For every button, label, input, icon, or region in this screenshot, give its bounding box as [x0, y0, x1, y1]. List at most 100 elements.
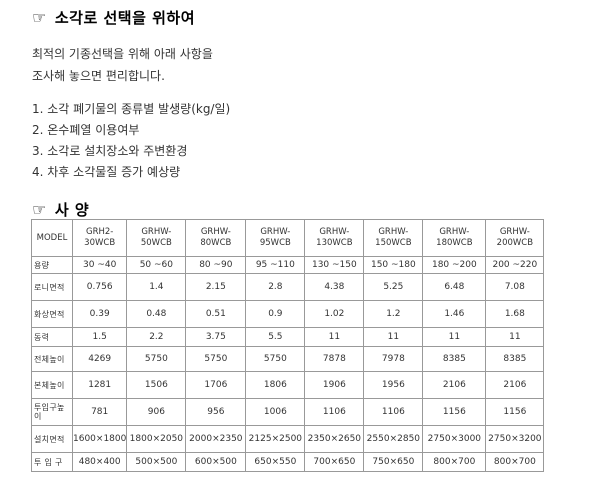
intro-paragraph: 최적의 기종선택을 위해 아래 사항을 조사해 놓으면 편리합니다. [32, 43, 213, 87]
table-cell: 80 ~90 [185, 256, 247, 274]
model-name-line: GRH2- [86, 227, 114, 237]
table-cell: 5750 [245, 346, 306, 372]
table-cell: 130 ~150 [304, 256, 365, 274]
row-label: 투 입 구 [31, 452, 73, 472]
table-row: 용량 30 ~40 50 ~60 80 ~90 95 ~110 130 ~150 150 ~… [31, 256, 545, 274]
table-cell: 180 ~200 [422, 256, 487, 274]
table-cell: 200 ~220 [485, 256, 545, 274]
section-heading-selection: ☞ 소각로 선택을 위하여 [32, 7, 195, 28]
pointing-hand-icon: ☞ [32, 8, 47, 27]
table-cell: 8385 [485, 346, 545, 372]
table-cell: 1006 [245, 398, 306, 426]
table-cell: 1800×2050 [126, 425, 187, 453]
table-cell: 1.4 [126, 273, 187, 301]
model-header-cell: GRHW- 80WCB [185, 219, 247, 257]
table-row: 동력 1.5 2.2 3.75 5.5 11 11 11 11 [31, 327, 545, 347]
table-cell: 30 ~40 [71, 256, 128, 274]
table-cell: 50 ~60 [126, 256, 187, 274]
model-name-line: GRHW- [378, 227, 409, 237]
table-cell: 11 [363, 327, 424, 347]
table-cell: 0.39 [71, 300, 128, 328]
table-cell: 2106 [485, 371, 545, 399]
table-cell: 600×500 [185, 452, 247, 472]
model-header-cell: GRH2- 30WCB [71, 219, 128, 257]
model-header-cell: GRHW- 200WCB [485, 219, 545, 257]
table-cell: 781 [71, 398, 128, 426]
table-row: 투 입 구 480×400 500×500 600×500 650×550 700×650… [31, 452, 545, 472]
table-cell: 5750 [185, 346, 247, 372]
section-title: 사 양 [54, 201, 90, 219]
table-cell: 2750×3000 [422, 425, 487, 453]
table-cell: 1956 [363, 371, 424, 399]
pointing-hand-icon: ☞ [32, 200, 47, 219]
table-cell: 500×500 [126, 452, 187, 472]
row-label: 본체높이 [31, 371, 73, 399]
table-cell: 0.9 [245, 300, 306, 328]
table-cell: 7.08 [485, 273, 545, 301]
table-cell: 1.68 [485, 300, 545, 328]
table-cell: 480×400 [71, 452, 128, 472]
model-name-line: 200WCB [496, 238, 534, 248]
table-cell: 7878 [304, 346, 365, 372]
model-header-cell: GRHW- 150WCB [363, 219, 424, 257]
table-cell: 2125×2500 [245, 425, 306, 453]
table-cell: 11 [485, 327, 545, 347]
table-cell: 700×650 [304, 452, 365, 472]
table-row: 본체높이 1281 1506 1706 1806 1906 1956 2106 2106 [31, 371, 545, 399]
table-cell: 2.8 [245, 273, 306, 301]
table-cell: 5750 [126, 346, 187, 372]
model-name-line: 80WCB [200, 238, 232, 248]
table-cell: 1.46 [422, 300, 487, 328]
table-cell: 1706 [185, 371, 247, 399]
table-cell: 2106 [422, 371, 487, 399]
table-cell: 1281 [71, 371, 128, 399]
row-label: 화상면적 [31, 300, 73, 328]
row-label: 투입구높 이 [31, 398, 73, 426]
table-cell: 2.2 [126, 327, 187, 347]
checklist-item: 2. 온수폐열 이용여부 [32, 123, 140, 137]
spec-table: MODEL GRH2- 30WCB GRHW- 50WCB GRHW- 80WCB GRHW-… [31, 219, 545, 472]
table-cell: 1806 [245, 371, 306, 399]
table-row: 로니면적 0.756 1.4 2.15 2.8 4.38 5.25 6.48 7.08 [31, 273, 545, 301]
table-cell: 1156 [422, 398, 487, 426]
header-label: MODEL [31, 219, 73, 257]
table-cell: 956 [185, 398, 247, 426]
model-name-line: GRHW- [439, 227, 470, 237]
model-name-line: 30WCB [84, 238, 116, 248]
row-label: 로니면적 [31, 273, 73, 301]
model-name-line: GRHW- [200, 227, 231, 237]
intro-line: 조사해 놓으면 편리합니다. [32, 69, 165, 83]
checklist-item: 1. 소각 폐기물의 종류별 발생량(kg/일) [32, 102, 231, 116]
table-cell: 2350×2650 [304, 425, 365, 453]
model-name-line: GRHW- [319, 227, 350, 237]
model-header-cell: GRHW- 130WCB [304, 219, 365, 257]
model-header-cell: GRHW- 180WCB [422, 219, 487, 257]
table-cell: 150 ~180 [363, 256, 424, 274]
row-label: 전체높이 [31, 346, 73, 372]
table-cell: 2.15 [185, 273, 247, 301]
table-cell: 1106 [304, 398, 365, 426]
table-cell: 1906 [304, 371, 365, 399]
model-name-line: 50WCB [140, 238, 172, 248]
table-cell: 7978 [363, 346, 424, 372]
table-cell: 650×550 [245, 452, 306, 472]
table-cell: 2000×2350 [185, 425, 247, 453]
table-row: 설치면적 1600×1800 1800×2050 2000×2350 2125×2500… [31, 425, 545, 453]
table-cell: 4269 [71, 346, 128, 372]
model-name-line: GRHW- [499, 227, 530, 237]
row-label: 동력 [31, 327, 73, 347]
row-label: 용량 [31, 256, 73, 274]
model-name-line: GRHW- [260, 227, 291, 237]
table-cell: 5.5 [245, 327, 306, 347]
table-row: 전체높이 4269 5750 5750 5750 7878 7978 8385 8385 [31, 346, 545, 372]
checklist: 1. 소각 폐기물의 종류별 발생량(kg/일) 2. 온수폐열 이용여부 3.… [32, 99, 230, 183]
table-cell: 1.2 [363, 300, 424, 328]
model-name-line: 150WCB [375, 238, 412, 248]
model-name-line: 95WCB [259, 238, 291, 248]
table-cell: 5.25 [363, 273, 424, 301]
table-row: 화상면적 0.39 0.48 0.51 0.9 1.02 1.2 1.46 1.68 [31, 300, 545, 328]
table-cell: 8385 [422, 346, 487, 372]
model-header-cell: GRHW- 95WCB [245, 219, 306, 257]
intro-line: 최적의 기종선택을 위해 아래 사항을 [32, 47, 213, 61]
